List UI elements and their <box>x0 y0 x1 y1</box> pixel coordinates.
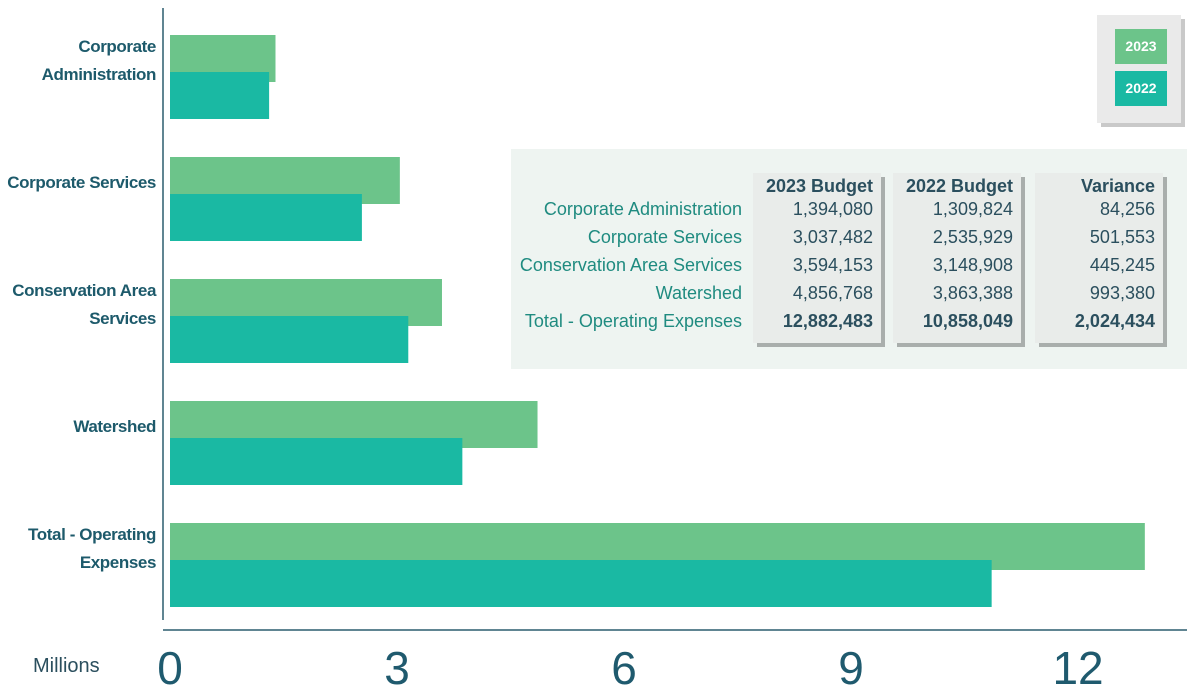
table-value: 3,148,908 <box>932 255 1013 275</box>
bar <box>170 438 463 485</box>
category-label: Watershed <box>73 417 156 436</box>
variance-value: 993,380 <box>1089 283 1155 303</box>
table-value: 3,594,153 <box>792 255 873 275</box>
table-value: 12,882,483 <box>782 311 873 331</box>
table-value: 3,863,388 <box>932 283 1013 303</box>
column-panel <box>893 173 1021 343</box>
table-value: 10,858,049 <box>922 311 1013 331</box>
row-label: Conservation Area Services <box>519 255 742 275</box>
legend-entry: 2023 <box>1115 29 1167 64</box>
table-value: 1,309,824 <box>932 199 1013 219</box>
column-header: 2023 Budget <box>765 176 873 196</box>
row-label: Corporate Administration <box>543 199 742 219</box>
budget-table: 2023 Budget 2022 Budget Variance Corporate … <box>511 149 1187 369</box>
x-tick-label: 3 <box>384 642 410 687</box>
category-label: Conservation Area Services <box>12 281 156 328</box>
category-label: Total - Operating Expenses <box>28 525 156 572</box>
variance-value: 84,256 <box>1099 199 1155 219</box>
bar <box>170 194 362 241</box>
bar <box>170 316 409 363</box>
variance-value: 501,553 <box>1089 227 1155 247</box>
x-tick-label: 12 <box>1052 642 1103 687</box>
row-label: Total - Operating Expenses <box>524 311 742 331</box>
bar <box>170 560 992 607</box>
row-label: Corporate Services <box>587 227 742 247</box>
x-axis-label: Millions <box>33 655 100 677</box>
table-value: 3,037,482 <box>792 227 873 247</box>
legend: 2023 2022 <box>1097 15 1181 123</box>
bar <box>170 72 270 119</box>
table-value: 2,535,929 <box>932 227 1013 247</box>
table-value: 4,856,768 <box>792 283 873 303</box>
category-label: Corporate Administration <box>41 37 157 84</box>
column-panel <box>1035 173 1163 343</box>
x-tick-label: 9 <box>838 642 864 687</box>
legend-entry: 2022 <box>1115 71 1167 106</box>
row-label: Watershed <box>655 283 742 303</box>
x-tick-label: 0 <box>157 642 183 687</box>
variance-value: 445,245 <box>1089 255 1155 275</box>
column-panel <box>753 173 881 343</box>
column-header: Variance <box>1080 176 1155 196</box>
table-value: 1,394,080 <box>792 199 873 219</box>
variance-value: 2,024,434 <box>1074 311 1155 331</box>
category-label: Corporate Services <box>7 173 156 192</box>
column-header: 2022 Budget <box>905 176 1013 196</box>
x-tick-label: 6 <box>611 642 637 687</box>
